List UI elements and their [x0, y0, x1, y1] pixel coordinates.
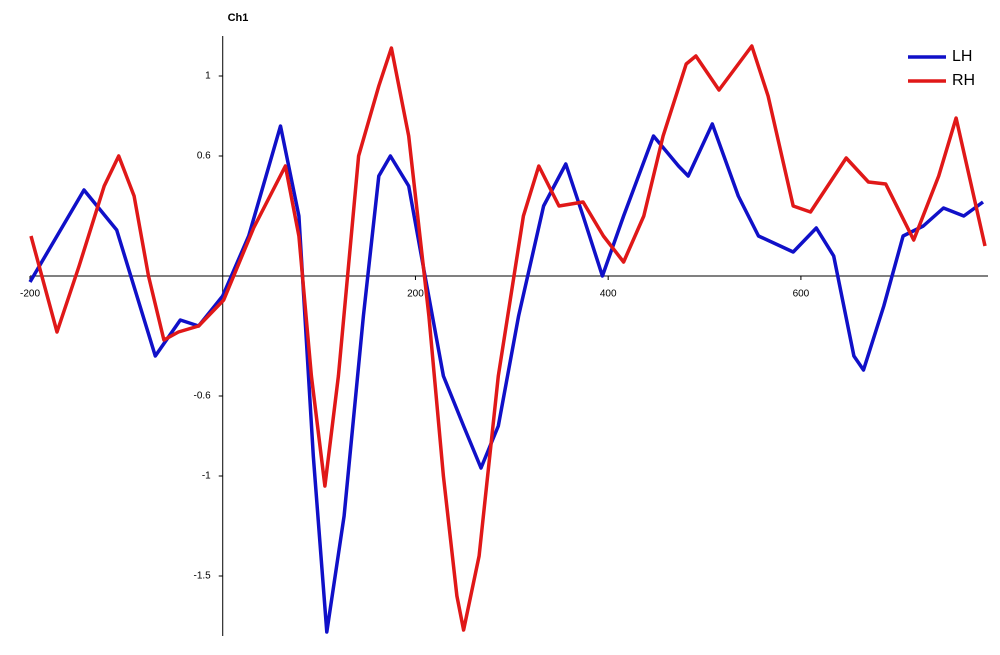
- x-tick-label: 400: [600, 289, 617, 300]
- y-tick-label: -1: [202, 471, 211, 482]
- y-tick-label: -0.6: [193, 391, 211, 402]
- legend-label: LH: [952, 48, 972, 65]
- line-series: [28, 122, 985, 634]
- y-tick-label: -1.5: [193, 571, 211, 582]
- x-tick-label: 600: [793, 289, 810, 300]
- y-tick-label: 0.6: [197, 151, 211, 162]
- y-tick-label: 1: [205, 71, 211, 82]
- legend-label: RH: [952, 72, 975, 89]
- y-axis-label: Ch1: [228, 12, 249, 24]
- x-tick-label: -200: [20, 289, 40, 300]
- line-series: [29, 44, 987, 632]
- x-tick-label: 200: [407, 289, 424, 300]
